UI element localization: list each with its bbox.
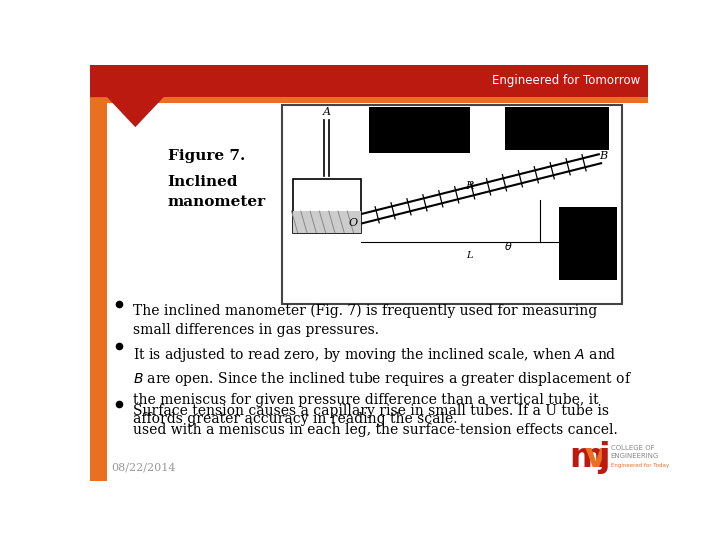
Text: L: L bbox=[467, 251, 473, 260]
Bar bbox=[293, 211, 361, 233]
Bar bbox=[369, 107, 469, 153]
Bar bbox=[90, 65, 648, 97]
Text: A: A bbox=[323, 107, 330, 117]
Polygon shape bbox=[90, 65, 163, 127]
Text: Surface tension causes a capillary rise in small tubes. If a U tube is
used with: Surface tension causes a capillary rise … bbox=[132, 403, 617, 436]
Text: COLLEGE OF
ENGINEERING: COLLEGE OF ENGINEERING bbox=[611, 445, 660, 459]
Text: It is adjusted to read zero, by moving the inclined scale, when $A$ and
$B$ are : It is adjusted to read zero, by moving t… bbox=[132, 346, 632, 426]
Text: 08/22/2014: 08/22/2014 bbox=[112, 462, 176, 472]
Text: R: R bbox=[466, 181, 474, 191]
Text: B: B bbox=[599, 151, 607, 161]
Text: v: v bbox=[585, 441, 606, 474]
Text: j: j bbox=[598, 441, 610, 474]
Bar bbox=[505, 107, 609, 150]
Bar bbox=[282, 105, 621, 303]
Text: Inclined
manometer: Inclined manometer bbox=[168, 175, 266, 208]
Text: Figure 7.: Figure 7. bbox=[168, 148, 245, 163]
Text: Engineered for Tomorrow: Engineered for Tomorrow bbox=[492, 75, 640, 87]
Text: O: O bbox=[349, 218, 358, 228]
Text: Engineered for Today: Engineered for Today bbox=[611, 463, 669, 468]
Text: $\theta$: $\theta$ bbox=[504, 240, 513, 252]
Text: The inclined manometer (Fig. 7) is frequently used for measuring
small differenc: The inclined manometer (Fig. 7) is frequ… bbox=[132, 303, 597, 337]
Bar bbox=[90, 97, 648, 103]
Text: m: m bbox=[569, 441, 603, 474]
Bar bbox=[559, 207, 617, 280]
Bar bbox=[90, 97, 107, 481]
Bar bbox=[293, 179, 361, 233]
